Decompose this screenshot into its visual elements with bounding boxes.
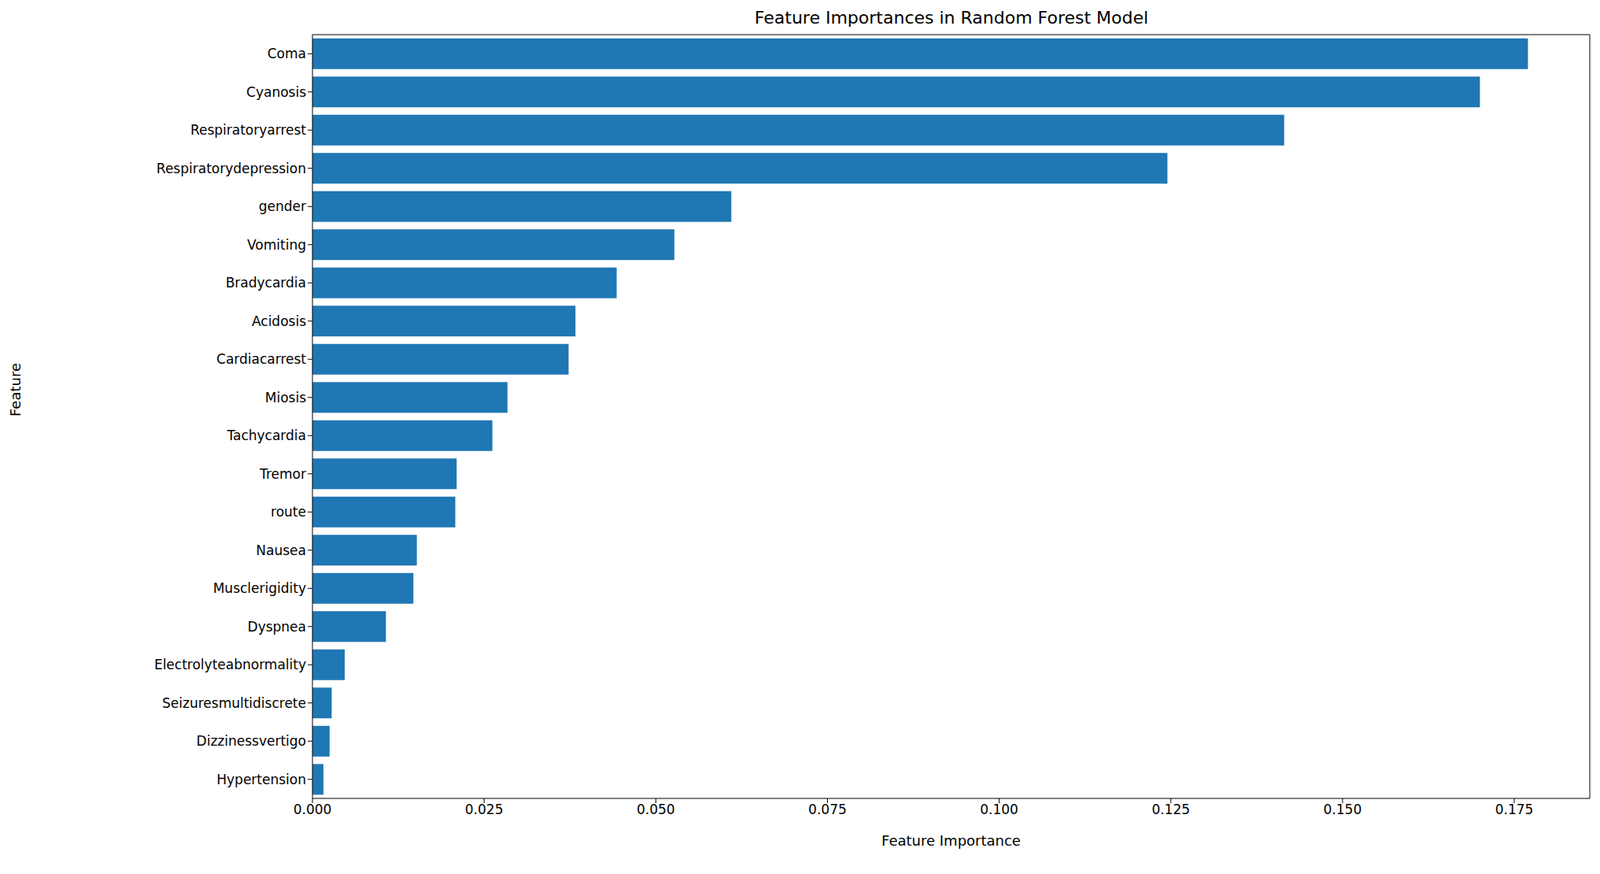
svg-text:Bradycardia: Bradycardia	[225, 274, 307, 291]
svg-text:Dyspnea: Dyspnea	[247, 618, 307, 635]
svg-text:gender: gender	[258, 198, 307, 215]
svg-text:Feature: Feature	[7, 362, 24, 417]
svg-text:0.075: 0.075	[808, 801, 847, 817]
svg-text:Tremor: Tremor	[258, 465, 307, 482]
svg-text:0.000: 0.000	[293, 801, 333, 817]
svg-text:0.050: 0.050	[636, 801, 676, 817]
svg-text:Respiratoryarrest: Respiratoryarrest	[190, 121, 307, 138]
svg-text:Cardiacarrest: Cardiacarrest	[216, 351, 307, 367]
svg-text:Nausea: Nausea	[255, 542, 307, 558]
svg-text:0.150: 0.150	[1323, 801, 1363, 817]
svg-text:Seizuresmultidiscrete: Seizuresmultidiscrete	[162, 694, 307, 711]
svg-text:Respiratorydepression: Respiratorydepression	[156, 160, 307, 177]
svg-text:Acidosis: Acidosis	[251, 313, 307, 329]
svg-text:Coma: Coma	[267, 45, 307, 62]
svg-text:Vomiting: Vomiting	[247, 236, 307, 253]
svg-text:0.175: 0.175	[1495, 801, 1534, 817]
svg-text:Electrolyteabnormality: Electrolyteabnormality	[154, 656, 307, 673]
svg-text:Feature Importance: Feature Importance	[881, 831, 1021, 849]
svg-text:Tachycardia: Tachycardia	[225, 427, 307, 444]
svg-text:0.100: 0.100	[979, 801, 1019, 817]
svg-text:0.125: 0.125	[1151, 801, 1190, 817]
html-text:Feature Importances in Random: Feature Importances in Random Forest Mod…	[754, 7, 1149, 28]
svg-text:Miosis: Miosis	[265, 389, 307, 406]
svg-text:0.025: 0.025	[465, 801, 504, 817]
svg-text:Musclerigidity: Musclerigidity	[213, 580, 307, 596]
svg-text:Hypertension: Hypertension	[216, 771, 307, 788]
svg-text:Dizzinessvertigo: Dizzinessvertigo	[196, 732, 307, 749]
svg-text:Cyanosis: Cyanosis	[246, 84, 307, 100]
svg-text:route: route	[270, 503, 307, 520]
